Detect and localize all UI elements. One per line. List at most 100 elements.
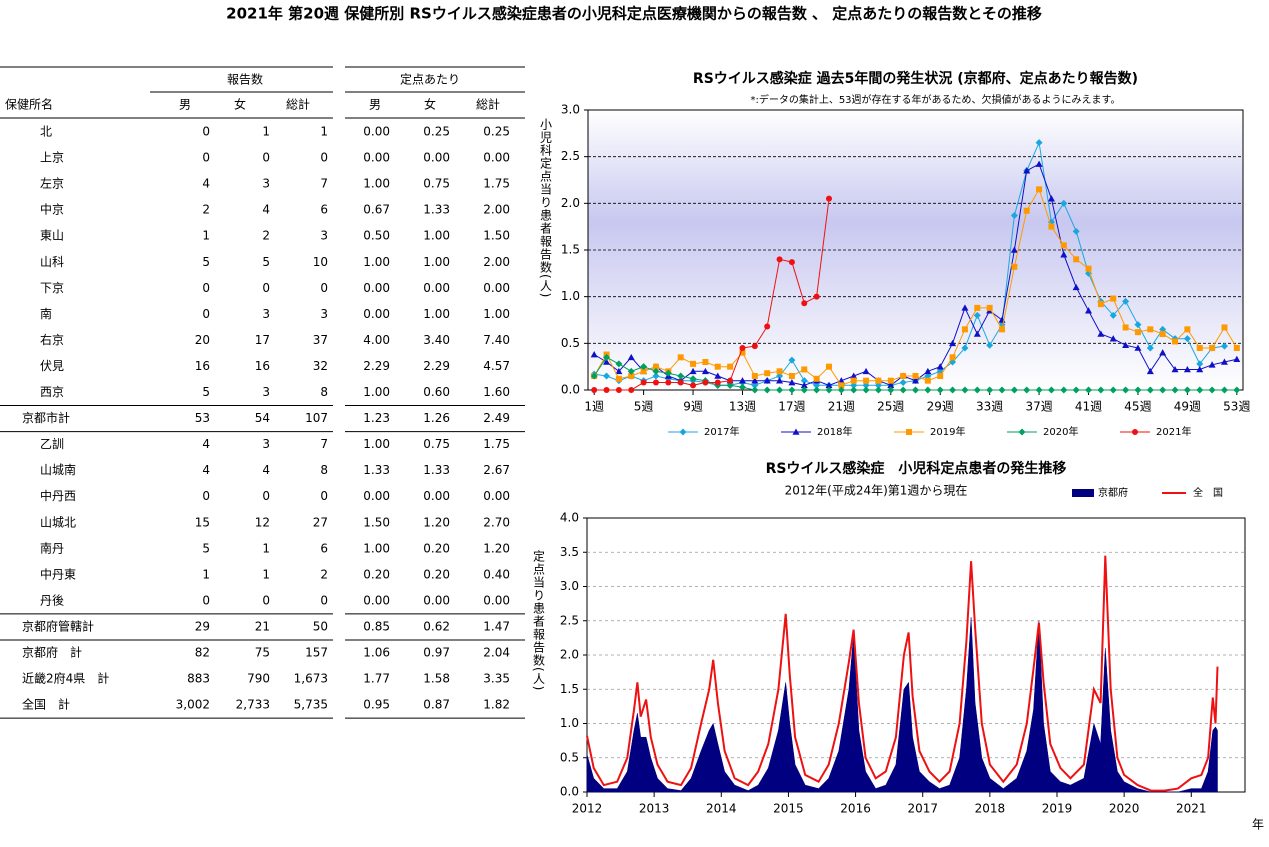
row-name: 上京 [40,151,64,165]
marker [640,363,648,371]
table-cell: 53 [195,411,210,425]
table-cell: 0.00 [483,489,510,503]
table-cell: 4 [202,177,210,191]
table-cell: 1.75 [483,177,510,191]
x-axis-label: 年 [1252,818,1264,832]
table-cell: 2.49 [483,411,510,425]
table-cell: 1 [262,567,270,581]
marker [1060,386,1068,394]
row-name: 左京 [40,176,64,191]
marker [714,379,721,386]
marker [961,344,969,352]
y-tick-label: 2.0 [561,196,580,210]
marker [1122,324,1129,331]
marker [701,367,709,375]
marker [788,259,795,266]
series-area [586,617,1218,793]
marker [689,375,697,383]
marker [961,326,968,333]
marker [652,367,660,375]
row-name: 京都府管轄計 [22,618,94,633]
table-cell: 4 [262,463,270,477]
table-cell: 1.26 [423,411,450,425]
table-cell: 3 [262,177,270,191]
marker [813,386,821,394]
marker [738,383,746,391]
marker [924,367,932,375]
table-cell: 0.62 [423,619,450,633]
marker [800,381,808,389]
marker [628,387,635,393]
marker [1233,345,1240,351]
marker [1035,160,1043,167]
marker [1171,386,1179,394]
marker [1183,335,1191,343]
table-cell: 0 [262,593,270,607]
table-cell: 8 [320,463,328,477]
table-cell: 1.00 [423,255,450,269]
table-cell: 2.00 [483,203,510,217]
table-cell: 0 [202,593,210,607]
row-name: 全国 計 [22,697,70,712]
table-cell: 3 [262,385,270,399]
legend-label: 2019年 [930,425,965,438]
marker [1035,386,1043,394]
row-name: 南 [40,306,52,321]
marker [973,386,981,394]
table-cell: 16 [195,359,210,373]
marker [1134,321,1142,329]
column-header: 総計 [286,97,310,112]
table-cell: 1.58 [423,672,450,686]
table-cell: 5,735 [294,698,328,712]
marker [677,379,684,386]
table-cell: 2.04 [483,646,510,660]
x-tick-label: 29週 [927,400,954,414]
marker [628,373,635,379]
marker [1183,386,1191,394]
row-name: 近畿2府4県 計 [22,671,109,686]
y-tick-label: 2.5 [561,149,580,163]
column-header: 女 [424,97,436,112]
table-cell: 0.75 [423,437,450,451]
marker [615,375,622,382]
table-cell: 2.70 [483,515,510,529]
marker [924,377,931,384]
marker [1146,344,1154,352]
table-cell: 3 [262,307,270,321]
table-cell: 37 [313,333,328,347]
table-cell: 790 [247,672,270,686]
table-cell: 1.06 [363,646,390,660]
table-cell: 157 [305,646,328,660]
table-cell: 2,733 [236,698,270,712]
marker [1171,365,1179,373]
table-cell: 50 [313,619,328,633]
table-cell: 1.00 [363,385,390,399]
table-cell: 0.25 [483,125,510,139]
marker [1048,223,1055,230]
marker [590,351,598,358]
marker [949,339,957,347]
table-cell: 1.33 [423,203,450,217]
marker [751,373,758,379]
marker [800,377,808,385]
row-name: 山城北 [40,515,76,529]
x-tick-label: 37週 [1025,400,1052,414]
table-cell: 4.57 [483,359,510,373]
marker [1172,338,1179,345]
y-axis-label: 定点当り患者報告数(人) [532,549,546,692]
marker [615,387,622,393]
table-cell: 1.00 [363,177,390,191]
table-cell: 0.20 [363,567,390,581]
marker [603,353,611,361]
table-cell: 0.00 [363,281,390,295]
table-cell: 0.00 [363,489,390,503]
table-cell: 2 [262,229,270,243]
marker [949,354,956,361]
marker [788,386,796,394]
marker [679,428,687,436]
x-tick-label: 13週 [729,400,756,414]
marker [999,326,1006,333]
marker [702,379,709,386]
marker [1097,301,1104,308]
marker [1109,335,1117,342]
